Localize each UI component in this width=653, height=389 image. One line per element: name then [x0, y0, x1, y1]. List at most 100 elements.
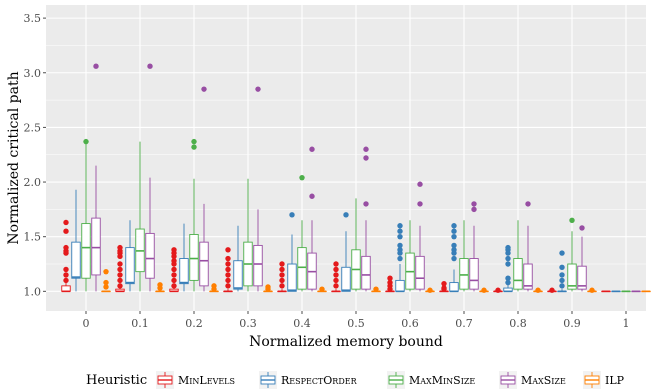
outlier-point — [427, 287, 433, 293]
outlier-point — [117, 253, 123, 260]
outlier-point — [225, 272, 231, 278]
x-tick-label: 0.8 — [509, 317, 527, 330]
box — [395, 279, 405, 292]
outlier-point — [559, 250, 565, 256]
legend: Heuristic MinLevels RespectOrder MaxMinSize… — [86, 371, 625, 389]
outlier-point — [333, 277, 339, 284]
outlier-point — [289, 212, 295, 218]
outlier-point — [117, 266, 123, 273]
outlier-point — [279, 261, 285, 267]
outlier-point — [387, 275, 393, 281]
box — [145, 232, 155, 279]
outlier-point — [441, 286, 447, 292]
outlier-point — [579, 225, 585, 231]
outlier-point — [495, 287, 501, 293]
outlier-point — [549, 287, 555, 293]
box — [61, 285, 71, 292]
x-tick-label: 0.5 — [347, 317, 365, 330]
outlier-point — [63, 250, 69, 256]
box — [523, 263, 533, 290]
outlier-point — [397, 233, 403, 240]
outlier-point — [225, 247, 231, 253]
outlier-point — [333, 266, 339, 273]
series-respectorder — [71, 189, 621, 293]
outlier-point — [225, 266, 231, 273]
y-tick-label: 1.5 — [24, 231, 42, 244]
outlier-point — [471, 206, 477, 213]
box — [253, 244, 263, 287]
y-tick-label: 1.0 — [24, 285, 42, 298]
outlier-point — [117, 283, 123, 289]
x-ticks — [85, 311, 627, 314]
series-minlevels — [61, 219, 611, 293]
legend-title: Heuristic — [86, 373, 147, 388]
box — [513, 258, 523, 290]
outlier-point — [417, 201, 423, 207]
box — [233, 260, 243, 290]
series-maxsize — [91, 63, 641, 293]
outlier-point — [93, 63, 99, 69]
outlier-point — [211, 286, 217, 292]
y-tick-label: 3.5 — [24, 12, 42, 25]
x-tick-label: 0.3 — [239, 317, 257, 330]
legend-item-minlevels: MinLevels — [156, 371, 235, 389]
outlier-point — [171, 253, 177, 260]
outlier-point — [333, 261, 339, 267]
outlier-point — [363, 201, 369, 207]
legend-item-maxsize: MaxSize — [499, 371, 566, 389]
legend-item-maxminsize: MaxMinSize — [387, 371, 475, 389]
outlier-point — [525, 201, 531, 207]
box — [91, 217, 101, 276]
outlier-point — [279, 272, 285, 278]
outlier-point — [451, 223, 457, 229]
outlier-point — [387, 286, 393, 292]
box — [567, 263, 577, 290]
outlier-point — [171, 283, 177, 289]
outlier-point — [319, 286, 325, 292]
box — [361, 255, 371, 290]
outlier-point — [471, 201, 477, 207]
box — [287, 263, 297, 292]
outlier-point — [397, 242, 403, 249]
y-axis-title: Normalized critical path — [6, 71, 22, 244]
y-tick-label: 2.5 — [24, 121, 42, 134]
outlier-point — [451, 250, 457, 256]
outlier-point — [299, 174, 305, 181]
box — [71, 241, 81, 279]
outlier-point — [559, 272, 565, 278]
y-tick-label: 3.0 — [24, 67, 42, 80]
outlier-point — [363, 155, 369, 161]
legend-label: MaxMinSize — [409, 374, 475, 387]
outlier-point — [63, 219, 69, 226]
box — [199, 241, 209, 287]
legend-label: RespectOrder — [281, 374, 358, 387]
box — [469, 258, 479, 290]
x-tick-label: 0 — [83, 317, 90, 330]
x-tick-label: 0.4 — [293, 317, 311, 330]
outlier-point — [157, 285, 163, 291]
series-maxminsize — [81, 138, 631, 293]
x-tick-label: 0.1 — [131, 317, 149, 330]
x-tick-label: 1 — [623, 317, 630, 330]
x-tick-label: 0.7 — [455, 317, 473, 330]
outlier-point — [343, 212, 349, 218]
outlier-point — [103, 284, 109, 290]
outlier-point — [333, 283, 339, 289]
outlier-point — [309, 193, 315, 199]
outlier-point — [481, 287, 487, 293]
outlier-point — [63, 277, 69, 284]
outlier-point — [191, 138, 197, 145]
outlier-point — [451, 228, 457, 234]
outlier-point — [83, 138, 89, 145]
outlier-point — [397, 223, 403, 229]
box — [189, 234, 199, 281]
outlier-point — [279, 283, 285, 289]
outlier-point — [417, 181, 423, 187]
outlier-point — [559, 283, 565, 289]
outlier-point — [255, 86, 261, 92]
outlier-point — [171, 272, 177, 278]
outlier-point — [171, 266, 177, 273]
outlier-point — [225, 261, 231, 267]
outlier-point — [191, 144, 197, 150]
